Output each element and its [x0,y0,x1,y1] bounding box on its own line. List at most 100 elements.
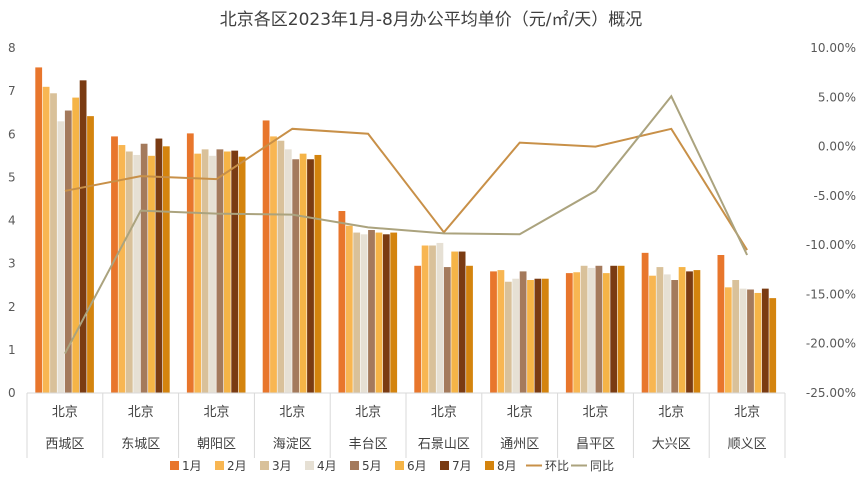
bar [565,273,573,393]
legend-label: 1月 [182,459,202,473]
bar [368,229,375,393]
line-series [64,127,748,251]
legend-label: 7月 [452,459,472,473]
legend-label: 6月 [407,459,427,473]
bar [155,138,163,393]
category-label: 顺义区 [728,437,767,452]
bar [382,234,390,393]
y-tick-label: 5 [8,170,16,184]
category-label: 大兴区 [652,437,691,452]
bar [541,278,549,393]
legend-swatch [350,461,359,470]
category-label: 朝阳区 [197,437,236,452]
bar [595,265,603,393]
bar [490,271,497,393]
bar [769,298,777,393]
bar [360,234,368,393]
bar [345,225,353,393]
bar [443,267,451,393]
category-region-label: 北京 [658,405,684,420]
bar [277,140,285,393]
y-tick-label: 2 [8,300,16,314]
legend-swatch [305,461,314,470]
bar [512,278,520,393]
y-tick-label: 6 [8,127,16,141]
bar [72,97,80,393]
category-label: 丰台区 [349,437,388,452]
legend-label: 8月 [497,459,517,473]
bar [693,270,701,393]
y2-tick-label: -25.00% [806,386,856,400]
bar [140,143,148,393]
y-tick-label: 4 [8,214,16,228]
legend-label: 2月 [227,459,247,473]
bar [527,280,534,393]
y2-tick-label: 0.00% [818,140,856,154]
bar [270,136,277,393]
bar [201,149,209,393]
bar [717,255,725,393]
bar [186,133,194,393]
category-region-label: 北京 [582,405,608,420]
bar [162,146,170,393]
bar [724,287,732,393]
bar [238,156,246,393]
bar [125,151,133,393]
bar [421,245,429,393]
y-tick-label: 8 [8,41,16,55]
bar [314,154,322,393]
bar [292,159,300,393]
y-tick-label: 1 [8,343,16,357]
line-layer [64,94,749,355]
category-region-label: 北京 [203,405,229,420]
y-tick-label: 3 [8,257,16,271]
category-region-label: 北京 [128,405,154,420]
category-label: 通州区 [500,437,539,452]
bar [610,265,618,393]
category-region-label: 北京 [507,405,533,420]
bar [390,232,398,393]
legend-label: 4月 [317,459,337,473]
legend-swatch [440,461,449,470]
bar [649,275,656,393]
legend-swatch [395,461,404,470]
legend-swatch [215,461,224,470]
bar [50,93,57,393]
bar [262,120,270,393]
bar [414,265,422,393]
category-label: 海淀区 [273,437,312,452]
bar [534,278,542,393]
bar [148,155,155,393]
bar [64,110,72,393]
bar [588,267,595,393]
bar [732,280,740,393]
bar [458,251,466,393]
y-tick-label: 0 [8,386,16,400]
y2-tick-label: 5.00% [818,90,856,104]
bar [504,281,512,393]
bar [519,271,527,393]
bar [451,251,459,393]
bar [223,151,231,393]
bar [284,149,292,393]
legend-label: 3月 [272,459,292,473]
bar [761,288,769,393]
y2-tick-label: -10.00% [806,238,856,252]
legend-swatch [170,461,179,470]
bar [353,232,361,393]
bar [678,267,686,393]
bar [573,272,581,393]
bar [466,265,473,393]
legend: 1月 2月 3月 4月 5月 6月 7月 8月 环比 同比 [170,459,614,473]
y2-tick-label: -5.00% [814,189,856,203]
bar [686,271,693,393]
bar [133,154,141,393]
bar [641,252,649,393]
bar [35,67,43,393]
bar [617,265,625,393]
bar [375,232,383,393]
line-series [64,94,749,355]
bar [602,273,610,393]
